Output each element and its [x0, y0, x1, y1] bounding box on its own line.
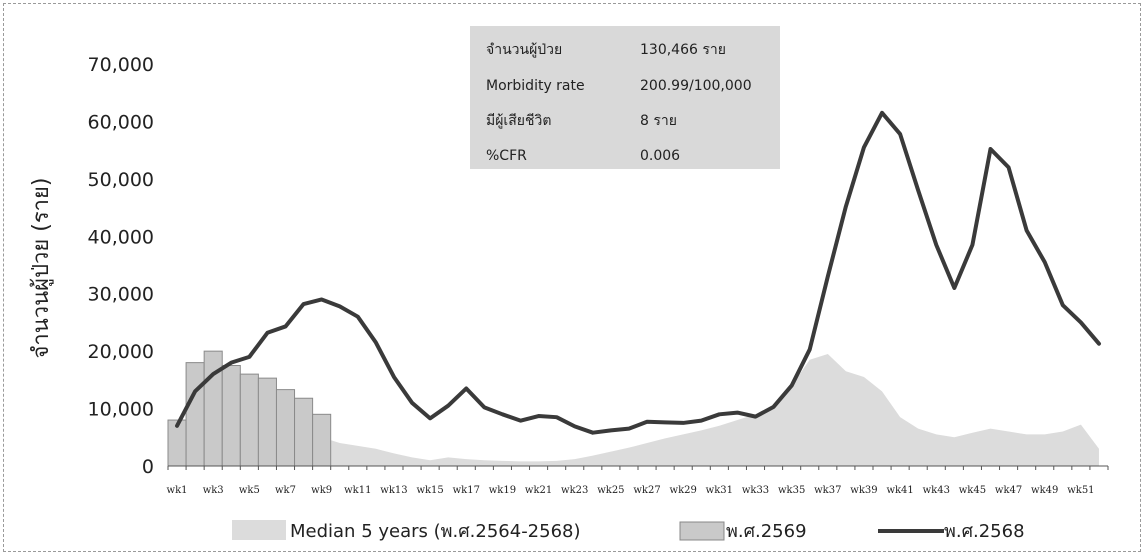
- x-tick-label: wk13: [380, 485, 407, 496]
- x-tick-label: wk7: [275, 485, 296, 496]
- bar-2569: [185, 362, 205, 467]
- x-tick-label: wk11: [344, 485, 371, 496]
- bar-2569: [257, 377, 277, 467]
- y-tick-label: 30,000: [88, 284, 154, 306]
- x-tick-label: wk21: [525, 485, 552, 496]
- stat-value-morbidity: 200.99/100,000: [640, 78, 752, 94]
- y-tick-label: 40,000: [88, 226, 154, 248]
- stat-value-cfr: 0.006: [640, 148, 680, 164]
- stat-value-deaths: 8 ราย: [640, 113, 677, 129]
- bar-2569: [312, 413, 332, 467]
- y-tick-label: 60,000: [88, 111, 154, 133]
- bar-2569: [221, 365, 241, 467]
- x-tick-label: wk45: [959, 485, 986, 496]
- x-tick-label: wk49: [1031, 485, 1058, 496]
- x-tick-label: wk51: [1067, 485, 1094, 496]
- stat-value-cases: 130,466 ราย: [640, 42, 726, 58]
- x-tick-label: wk29: [670, 485, 697, 496]
- x-tick-label: wk3: [203, 485, 224, 496]
- chart-frame: [3, 3, 1141, 552]
- legend-label-2568: พ.ศ.2568: [944, 521, 1025, 542]
- y-tick-label: 20,000: [88, 341, 154, 363]
- stat-label-deaths: มีผู้เสียชีวิต: [486, 113, 551, 129]
- bar-2569: [294, 397, 314, 467]
- bar-2569: [239, 373, 259, 467]
- x-tick-label: wk15: [416, 485, 443, 496]
- axis-layer: [167, 465, 1109, 470]
- x-tick-label: wk33: [742, 485, 769, 496]
- legend-swatch-2569: [679, 521, 725, 541]
- bar-layer: [167, 350, 332, 467]
- x-tick-label: wk23: [561, 485, 588, 496]
- stats-box-background: [470, 26, 780, 169]
- median-area-layer: [177, 354, 1099, 466]
- legend-label-median: Median 5 years (พ.ศ.2564-2568): [290, 521, 581, 542]
- x-tick-label: wk27: [633, 485, 660, 496]
- x-tick-label: wk1: [167, 485, 188, 496]
- x-tick-label: wk35: [778, 485, 805, 496]
- y-axis-label: จำนวนผู้ป่วย (ราย): [29, 178, 54, 359]
- x-tick-label: wk39: [850, 485, 877, 496]
- line-layer: [175, 110, 1101, 435]
- stat-label-cfr: %CFR: [486, 148, 527, 164]
- stat-label-morbidity: Morbidity rate: [486, 78, 585, 94]
- x-tick-label: wk43: [923, 485, 950, 496]
- x-tick-labels: wk1 wk3 wk5 wk7 wk9 wk11 wk13 wk15 wk17 wk19 wk21 w…: [167, 485, 1095, 496]
- bar-2569: [275, 389, 296, 467]
- x-tick-label: wk31: [706, 485, 733, 496]
- x-tick-label: wk25: [597, 485, 624, 496]
- y-tick-label: 50,000: [88, 169, 154, 191]
- x-tick-label: wk41: [886, 485, 913, 496]
- x-tick-label: wk47: [995, 485, 1022, 496]
- y-tick-label: 10,000: [88, 399, 154, 421]
- legend: Median 5 years (พ.ศ.2564-2568) พ.ศ.2569 …: [232, 520, 1025, 542]
- x-tick-label: wk17: [453, 485, 480, 496]
- y-tick-label: 0: [142, 456, 154, 478]
- x-tick-label: wk37: [814, 485, 841, 496]
- median-area: [177, 354, 1099, 466]
- legend-swatch-median: [232, 520, 286, 540]
- y-tick-labels: 0 10,000 20,000 30,000 40,000 50,000 60,000 70,…: [88, 54, 154, 478]
- x-tick-label: wk19: [489, 485, 516, 496]
- stats-box: จำนวนผู้ป่วย 130,466 ราย Morbidity rate …: [470, 26, 780, 169]
- line-2568: [175, 110, 1101, 435]
- stat-label-cases: จำนวนผู้ป่วย: [486, 42, 562, 58]
- legend-label-2569: พ.ศ.2569: [726, 521, 807, 542]
- x-tick-label: wk5: [239, 485, 260, 496]
- y-tick-label: 70,000: [88, 54, 154, 76]
- x-tick-label: wk9: [311, 485, 332, 496]
